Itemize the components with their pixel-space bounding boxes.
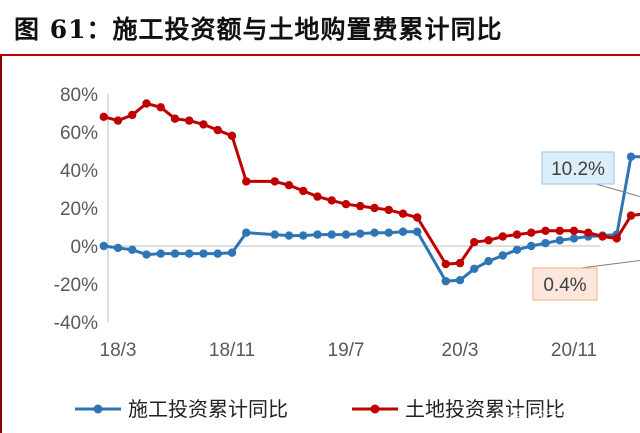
data-point bbox=[341, 230, 351, 239]
left-border bbox=[0, 56, 2, 433]
data-point bbox=[384, 228, 393, 237]
data-point bbox=[413, 213, 422, 222]
callout-box bbox=[541, 151, 615, 185]
data-point bbox=[569, 234, 579, 243]
data-point bbox=[612, 234, 621, 243]
data-point bbox=[128, 245, 137, 254]
data-point bbox=[569, 226, 579, 235]
y-tick-label: 80% bbox=[60, 85, 98, 106]
data-point bbox=[413, 227, 422, 236]
title-divider bbox=[0, 54, 640, 56]
data-point bbox=[113, 243, 123, 253]
data-point bbox=[284, 181, 294, 190]
y-tick-label: 40% bbox=[60, 161, 98, 182]
data-point bbox=[512, 230, 522, 239]
data-point bbox=[584, 228, 593, 237]
data-point bbox=[512, 245, 522, 254]
data-point bbox=[185, 116, 194, 125]
data-point bbox=[156, 249, 165, 258]
data-point bbox=[441, 276, 450, 286]
data-point bbox=[284, 231, 294, 240]
data-point bbox=[313, 192, 322, 201]
data-point bbox=[555, 236, 564, 245]
data-point bbox=[99, 241, 108, 251]
data-point bbox=[128, 110, 137, 120]
y-tick-label: -40% bbox=[54, 313, 98, 334]
data-point bbox=[455, 276, 465, 285]
y-tick-label: 20% bbox=[60, 199, 98, 220]
x-tick-label: 20/3 bbox=[442, 340, 479, 361]
callout-leader bbox=[595, 183, 640, 198]
data-point bbox=[299, 231, 308, 240]
data-point bbox=[327, 230, 336, 239]
data-point bbox=[370, 228, 379, 237]
x-tick-label: 20/11 bbox=[551, 340, 597, 361]
data-point bbox=[498, 251, 507, 260]
legend-marker bbox=[93, 404, 103, 414]
x-tick-label: 18/11 bbox=[209, 340, 255, 361]
data-point bbox=[398, 227, 408, 236]
data-point bbox=[170, 114, 180, 123]
data-point bbox=[541, 226, 550, 235]
data-point bbox=[313, 230, 322, 239]
y-tick-label: 60% bbox=[60, 123, 98, 144]
data-point bbox=[113, 116, 123, 125]
data-point bbox=[227, 248, 237, 257]
data-point bbox=[299, 186, 308, 196]
legend-marker bbox=[370, 404, 380, 414]
y-tick-label: -20% bbox=[54, 275, 98, 296]
x-tick-label: 18/3 bbox=[100, 340, 137, 361]
data-point bbox=[455, 258, 465, 268]
legend-label: 施工投资累计同比 bbox=[128, 397, 288, 421]
data-point bbox=[270, 177, 279, 186]
title-bar: 图 61：施工投资额与土地购置费累计同比 bbox=[0, 0, 640, 56]
data-point bbox=[398, 209, 408, 218]
data-point bbox=[370, 203, 379, 213]
watermark: 头条 @未来智库 bbox=[500, 407, 602, 424]
y-tick-label: 0% bbox=[71, 237, 99, 258]
data-point bbox=[213, 249, 222, 258]
data-point bbox=[356, 229, 365, 238]
data-point bbox=[498, 232, 507, 241]
callout-leader bbox=[580, 259, 640, 269]
callout-box bbox=[532, 267, 598, 301]
data-point bbox=[484, 236, 493, 245]
data-point bbox=[341, 200, 351, 209]
data-point bbox=[470, 264, 479, 273]
data-point bbox=[555, 226, 564, 235]
data-point bbox=[213, 125, 222, 135]
data-point bbox=[384, 205, 393, 215]
data-point bbox=[156, 103, 165, 112]
data-point bbox=[484, 257, 493, 266]
data-point bbox=[199, 249, 208, 258]
data-point bbox=[527, 241, 536, 251]
data-point bbox=[185, 249, 194, 258]
data-point bbox=[527, 228, 536, 237]
data-point bbox=[170, 249, 180, 258]
x-tick-label: 19/7 bbox=[328, 340, 365, 361]
data-point bbox=[626, 152, 636, 161]
data-point bbox=[598, 232, 607, 241]
data-point bbox=[270, 230, 279, 239]
data-point bbox=[626, 211, 636, 220]
data-point bbox=[242, 177, 251, 186]
data-point bbox=[242, 228, 251, 237]
chart-title: 图 61：施工投资额与土地购置费累计同比 bbox=[14, 15, 503, 44]
data-point bbox=[441, 259, 450, 269]
data-point bbox=[470, 238, 479, 247]
data-point bbox=[541, 238, 550, 248]
data-point bbox=[99, 112, 108, 122]
data-point bbox=[356, 201, 365, 211]
data-point bbox=[227, 131, 237, 140]
data-point bbox=[327, 196, 336, 205]
data-point bbox=[142, 250, 151, 259]
data-point bbox=[142, 99, 151, 108]
callout-label: 0.4% bbox=[543, 275, 586, 296]
callout-label: 10.2% bbox=[551, 159, 605, 180]
legend-label: 土地投资累计同比 bbox=[405, 397, 565, 421]
data-point bbox=[199, 120, 208, 129]
